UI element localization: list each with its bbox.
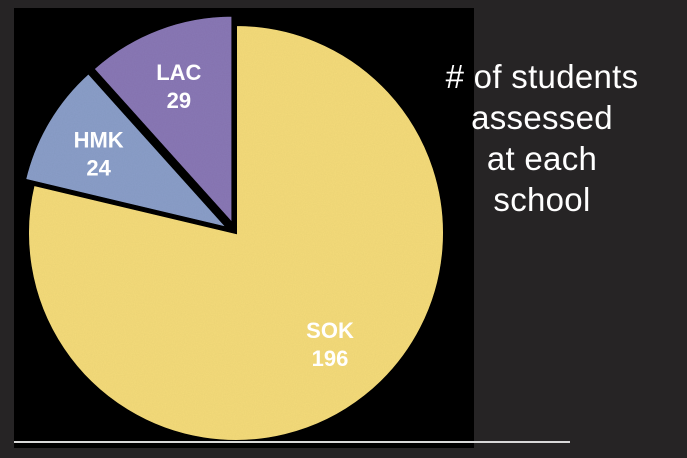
caption-line: assessed: [471, 99, 613, 136]
caption-line: # of students: [445, 58, 639, 95]
pie-slice-lac: [92, 14, 234, 227]
pie-slice-hmk: [23, 71, 231, 230]
slice-label-lac-name: LAC: [156, 60, 201, 85]
chart-caption: # of students assessed at each school: [422, 56, 662, 220]
pie-slice-sok: [27, 23, 445, 442]
caption-line: at each: [486, 140, 598, 177]
caption-line: school: [493, 181, 591, 218]
slice-label-lac-value: 29: [167, 88, 191, 113]
slice-label-sok-name: SOK: [306, 318, 354, 343]
slice-label-sok-value: 196: [312, 346, 349, 371]
slice-label-hmk-name: HMK: [74, 127, 124, 152]
slice-label-hmk-value: 24: [86, 155, 111, 180]
baseline-divider: [14, 441, 570, 443]
